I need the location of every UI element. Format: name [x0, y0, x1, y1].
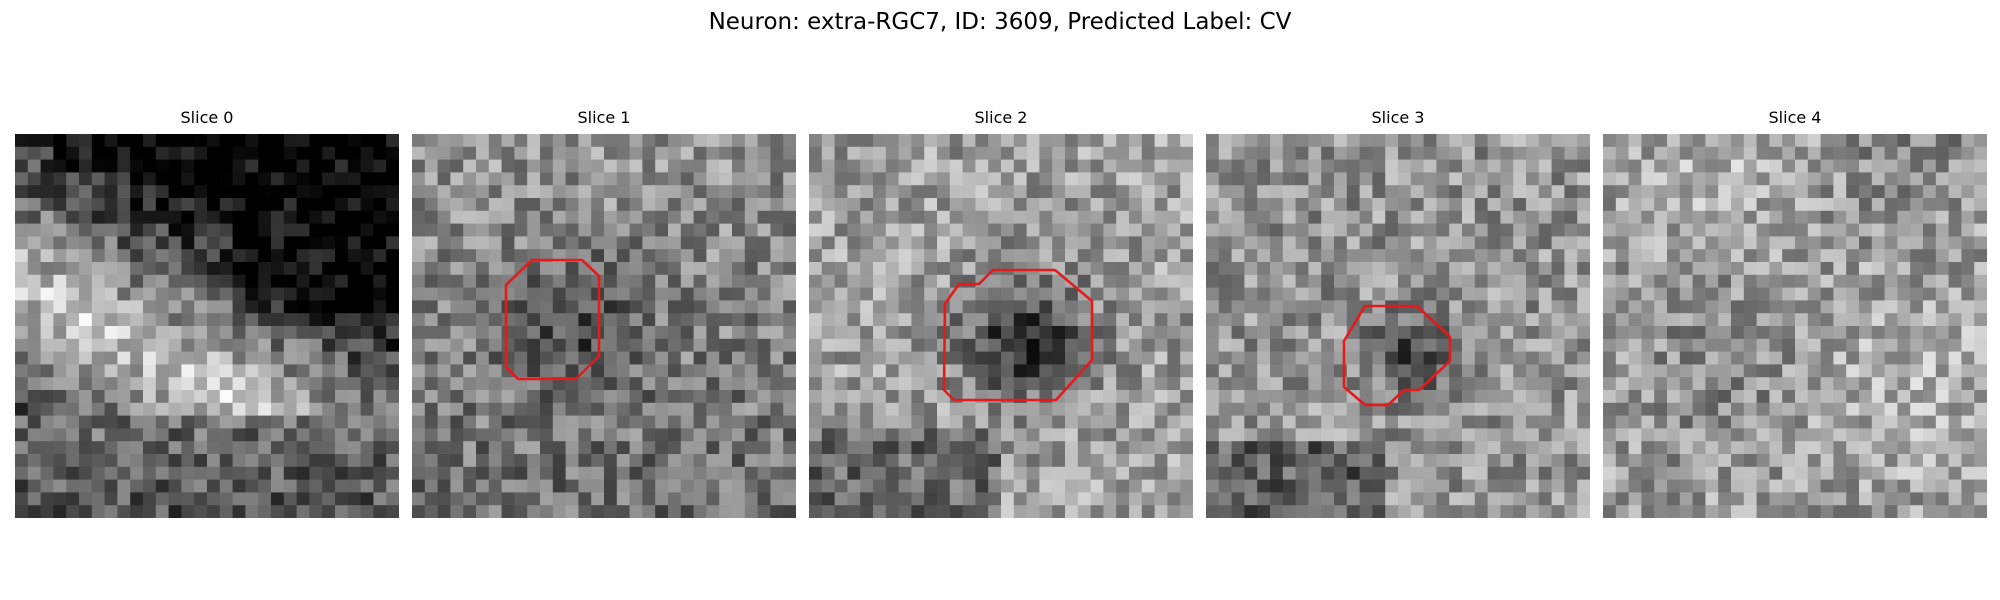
pixel-grid: [1603, 134, 1987, 518]
roi-contour: [504, 258, 601, 381]
slice-image: [1603, 134, 1987, 518]
slice-image: [809, 134, 1193, 518]
roi-contour: [942, 268, 1094, 402]
slice-title: Slice 1: [577, 108, 631, 127]
pixel-grid: [412, 134, 796, 518]
figure-title: Neuron: extra-RGC7, ID: 3609, Predicted …: [708, 9, 1292, 35]
slice-title: Slice 3: [1371, 108, 1425, 127]
roi-contour: [1342, 304, 1452, 407]
pixel-grid: [809, 134, 1193, 518]
slice-title: Slice 2: [974, 108, 1028, 127]
slice-image: [412, 134, 796, 518]
pixel-grid: [1206, 134, 1590, 518]
slice-image: [1206, 134, 1590, 518]
pixel-grid: [15, 134, 399, 518]
slice-title: Slice 4: [1768, 108, 1822, 127]
slice-image: [15, 134, 399, 518]
slice-title: Slice 0: [180, 108, 234, 127]
